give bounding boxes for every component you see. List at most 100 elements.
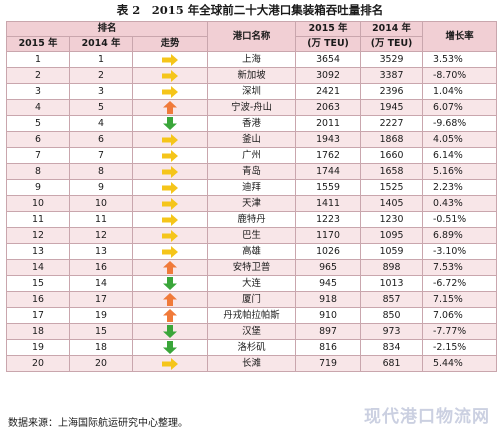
arrow-down-icon [134, 277, 207, 290]
table-row: 19 18 洛杉矶 816 834 -2.15% [6, 339, 498, 356]
trend-cell [131, 147, 209, 164]
trend-cell [131, 227, 209, 244]
rank-2014-cell: 13 [69, 243, 133, 260]
throughput-2015-header: 2015 年 [295, 21, 362, 37]
arrow-right-icon [134, 181, 207, 194]
rank-2015-cell: 18 [6, 323, 70, 340]
growth-rate-cell: -2.15% [422, 339, 498, 356]
arrow-right-icon [134, 229, 207, 242]
port-name-cell: 大连 [207, 275, 297, 292]
trend-cell [131, 291, 209, 308]
rank-2015-header: 2015 年 [6, 36, 70, 52]
arrow-right-icon [134, 165, 207, 178]
rank-2014-cell: 11 [69, 211, 133, 228]
throughput-2015-cell: 1026 [295, 243, 362, 260]
table-row: 2 2 新加坡 3092 3387 -8.70% [6, 67, 498, 84]
throughput-2014-cell: 1660 [360, 147, 424, 164]
rank-2014-cell: 5 [69, 99, 133, 116]
growth-rate-cell: -8.70% [422, 67, 498, 84]
port-name-cell: 青岛 [207, 163, 297, 180]
rank-2015-cell: 4 [6, 99, 70, 116]
growth-rate-cell: -0.51% [422, 211, 498, 228]
table-row: 7 7 广州 1762 1660 6.14% [6, 147, 498, 164]
arrow-up-icon [134, 293, 207, 306]
trend-cell [131, 307, 209, 324]
table-row: 12 12 巴生 1170 1095 6.89% [6, 227, 498, 244]
throughput-2015-cell: 2421 [295, 83, 362, 100]
throughput-2015-cell: 1762 [295, 147, 362, 164]
rank-2015-cell: 5 [6, 115, 70, 132]
growth-rate-cell: 6.07% [422, 99, 498, 116]
throughput-2015-cell: 1223 [295, 211, 362, 228]
trend-cell [131, 339, 209, 356]
rank-2015-cell: 20 [6, 355, 70, 372]
table-row: 13 13 高雄 1026 1059 -3.10% [6, 243, 498, 260]
trend-cell [131, 323, 209, 340]
arrow-down-icon [134, 341, 207, 354]
rank-2015-cell: 11 [6, 211, 70, 228]
growth-rate-cell: 6.14% [422, 147, 498, 164]
growth-rate-cell: 0.43% [422, 195, 498, 212]
growth-header: 增长率 [422, 21, 498, 52]
trend-cell [131, 51, 209, 68]
growth-rate-cell: 4.05% [422, 131, 498, 148]
port-name-cell: 釜山 [207, 131, 297, 148]
throughput-2014-cell: 1013 [360, 275, 424, 292]
arrow-right-icon [134, 245, 207, 258]
rank-2014-cell: 18 [69, 339, 133, 356]
port-ranking-table: 排名 港口名称 2015 年 2014 年 增长率 2015 年 2014 年 … [5, 21, 498, 372]
port-name-cell: 香港 [207, 115, 297, 132]
throughput-2015-cell: 3092 [295, 67, 362, 84]
growth-rate-cell: -6.72% [422, 275, 498, 292]
rank-2014-cell: 8 [69, 163, 133, 180]
rank-2014-cell: 17 [69, 291, 133, 308]
throughput-2014-cell: 3387 [360, 67, 424, 84]
trend-header: 走势 [131, 36, 209, 52]
rank-2015-cell: 17 [6, 307, 70, 324]
rank-2015-cell: 6 [6, 131, 70, 148]
arrow-right-icon [134, 53, 207, 66]
arrow-up-icon [134, 261, 207, 274]
arrow-right-icon [134, 357, 207, 370]
throughput-2014-cell: 898 [360, 259, 424, 276]
port-name-cell: 上海 [207, 51, 297, 68]
throughput-2015-cell: 1170 [295, 227, 362, 244]
throughput-2014-cell: 973 [360, 323, 424, 340]
throughput-2014-cell: 2396 [360, 83, 424, 100]
rank-2015-cell: 13 [6, 243, 70, 260]
throughput-2014-cell: 2227 [360, 115, 424, 132]
table-row: 5 4 香港 2011 2227 -9.68% [6, 115, 498, 132]
throughput-2014-cell: 1405 [360, 195, 424, 212]
port-name-cell: 迪拜 [207, 179, 297, 196]
growth-rate-cell: 1.04% [422, 83, 498, 100]
throughput-2015-cell: 910 [295, 307, 362, 324]
port-name-cell: 洛杉矶 [207, 339, 297, 356]
port-name-header: 港口名称 [207, 21, 297, 52]
throughput-2015-cell: 897 [295, 323, 362, 340]
rank-2014-cell: 15 [69, 323, 133, 340]
growth-rate-cell: 2.23% [422, 179, 498, 196]
rank-2015-cell: 3 [6, 83, 70, 100]
rank-2014-cell: 20 [69, 355, 133, 372]
arrow-right-icon [134, 69, 207, 82]
port-name-cell: 广州 [207, 147, 297, 164]
rank-2014-cell: 16 [69, 259, 133, 276]
arrow-down-icon [134, 325, 207, 338]
throughput-2015-cell: 2063 [295, 99, 362, 116]
table-row: 10 10 天津 1411 1405 0.43% [6, 195, 498, 212]
rank-2014-cell: 14 [69, 275, 133, 292]
growth-rate-cell: -7.77% [422, 323, 498, 340]
port-name-cell: 厦门 [207, 291, 297, 308]
rank-2014-cell: 4 [69, 115, 133, 132]
trend-cell [131, 355, 209, 372]
arrow-up-icon [134, 101, 207, 114]
growth-rate-cell: 5.16% [422, 163, 498, 180]
throughput-2015-cell: 816 [295, 339, 362, 356]
arrow-up-icon [134, 309, 207, 322]
rank-2014-cell: 9 [69, 179, 133, 196]
table-row: 3 3 深圳 2421 2396 1.04% [6, 83, 498, 100]
arrow-down-icon [134, 117, 207, 130]
rank-2015-cell: 10 [6, 195, 70, 212]
throughput-2014-cell: 850 [360, 307, 424, 324]
arrow-right-icon [134, 149, 207, 162]
